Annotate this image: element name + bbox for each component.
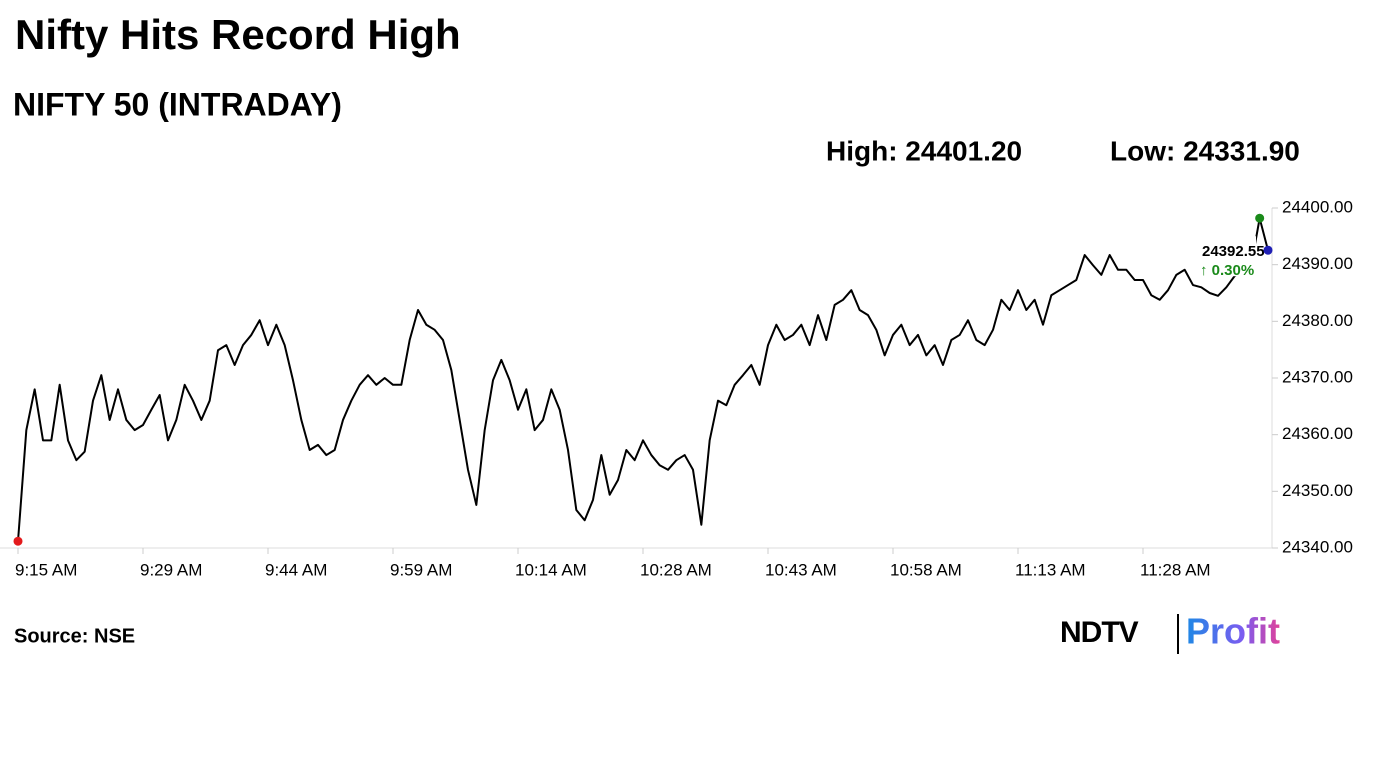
x-tick-label: 9:15 AM bbox=[15, 560, 77, 579]
x-tick-label: 10:14 AM bbox=[515, 560, 587, 579]
x-tick-label: 11:28 AM bbox=[1140, 560, 1211, 579]
price-line bbox=[17, 217, 1269, 542]
change-label: ↑ 0.30% bbox=[1200, 262, 1254, 279]
x-tick-label: 11:13 AM bbox=[1015, 560, 1086, 579]
y-tick-label: 24360.00 bbox=[1282, 424, 1353, 443]
chart-subtitle: NIFTY 50 (INTRADAY) bbox=[13, 86, 342, 122]
low-marker bbox=[13, 536, 23, 546]
x-tick-label: 10:58 AM bbox=[890, 560, 962, 579]
last-label-bg bbox=[1198, 236, 1256, 277]
low-annotation: Low: 24331.90 bbox=[1110, 135, 1300, 166]
high-marker bbox=[1255, 213, 1265, 223]
x-tick-label: 9:59 AM bbox=[390, 560, 452, 579]
y-tick-label: 24350.00 bbox=[1282, 481, 1353, 500]
x-tick-label: 10:43 AM bbox=[765, 560, 837, 579]
source: Source: NSE bbox=[14, 625, 135, 647]
chart-title: Nifty Hits Record High bbox=[15, 11, 461, 58]
y-tick-label: 24370.00 bbox=[1282, 367, 1353, 386]
x-tick-label: 9:29 AM bbox=[140, 560, 202, 579]
logo-product: Profit bbox=[1186, 611, 1280, 652]
high-annotation: High: 24401.20 bbox=[826, 135, 1022, 166]
last-label: 24392.55 bbox=[1202, 243, 1265, 260]
y-tick-label: 24390.00 bbox=[1282, 254, 1353, 273]
logo-brand: NDTV bbox=[1060, 616, 1139, 649]
y-tick-label: 24380.00 bbox=[1282, 311, 1353, 330]
last-marker bbox=[1263, 245, 1273, 255]
x-tick-label: 10:28 AM bbox=[640, 560, 712, 579]
y-tick-label: 24400.00 bbox=[1282, 197, 1353, 216]
x-tick-label: 9:44 AM bbox=[265, 560, 327, 579]
y-tick-label: 24340.00 bbox=[1282, 537, 1353, 556]
